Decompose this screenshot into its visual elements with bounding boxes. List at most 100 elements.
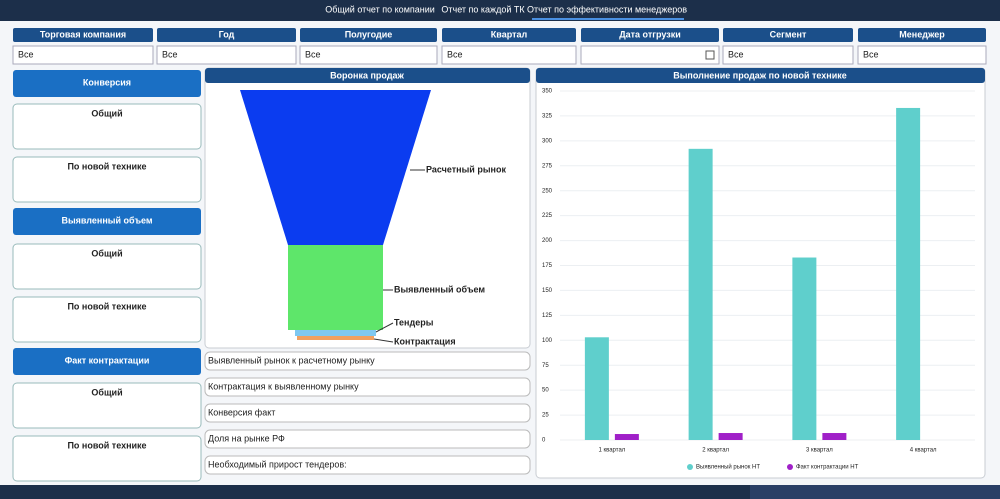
kpi-row: [204, 455, 531, 475]
filter-label: Год: [219, 29, 235, 39]
x-tick-label: 1 квартал: [598, 448, 625, 454]
funnel-leader: [375, 322, 394, 333]
y-tick-label: 325: [542, 114, 553, 120]
card-title: Выявленный объем: [61, 215, 152, 225]
card-header: [13, 348, 201, 375]
calendar-icon: [705, 50, 715, 60]
filter-value: Все: [728, 49, 744, 59]
filter-label: Сегмент: [770, 29, 807, 39]
y-tick-label: 350: [542, 89, 553, 95]
legend-label: Выявленный рынок НТ: [696, 464, 760, 471]
filter-value: Все: [162, 49, 178, 59]
card: [12, 382, 202, 429]
y-tick-label: 150: [542, 288, 553, 294]
bar: [792, 257, 817, 440]
kpi-row: [204, 403, 531, 423]
bar: [584, 337, 609, 440]
filter-label: Менеджер: [899, 29, 945, 39]
nav-tab[interactable]: Отчет по эффективности менеджеров: [527, 4, 687, 14]
y-tick-label: 300: [542, 138, 553, 144]
card-label: Общий: [91, 387, 122, 397]
funnel-label: Расчетный рынок: [426, 164, 506, 174]
kpi-row: [204, 377, 531, 397]
funnel-header: [205, 68, 530, 83]
card: [12, 103, 202, 150]
kpi-label: Доля на рынке РФ: [208, 433, 285, 443]
filter-value: Все: [18, 49, 34, 59]
filter-header: [581, 28, 719, 42]
nav-tab[interactable]: Общий отчет по компании: [325, 4, 435, 14]
filter-box[interactable]: [722, 45, 854, 65]
filter-label: Дата отгрузки: [619, 29, 681, 39]
funnel-label: Контрактация: [394, 336, 456, 346]
filter-box[interactable]: [156, 45, 297, 65]
y-tick-label: 225: [542, 213, 553, 219]
funnel-title: Воронка продаж: [330, 70, 404, 80]
filter-header: [723, 28, 853, 42]
filter-header: [300, 28, 437, 42]
x-tick-label: 2 квартал: [702, 448, 729, 454]
y-tick-label: 50: [542, 388, 549, 394]
filter-box[interactable]: [441, 45, 577, 65]
funnel-stage: [240, 90, 431, 245]
bar: [688, 148, 713, 440]
funnel-label: Выявленный объем: [394, 284, 485, 294]
legend-marker: [687, 464, 693, 470]
y-tick-label: 0: [542, 438, 546, 444]
top-nav: [0, 0, 1000, 21]
kpi-label: Выявленный рынок к расчетному рынку: [208, 355, 375, 365]
filter-box[interactable]: [299, 45, 438, 65]
card-header: [13, 70, 201, 97]
bar: [614, 434, 639, 440]
card-label: Общий: [91, 248, 122, 258]
bottom-band-part: [750, 485, 1000, 499]
filter-header: [13, 28, 153, 42]
chart-header: [536, 68, 985, 83]
legend-label: Факт контрактации НТ: [796, 465, 859, 471]
card-title: Факт контрактации: [65, 355, 150, 365]
filter-label: Торговая компания: [40, 29, 126, 39]
kpi-label: Конверсия факт: [208, 407, 275, 417]
x-tick-label: 3 квартал: [806, 448, 833, 454]
funnel-stage: [288, 245, 383, 330]
filter-label: Квартал: [491, 29, 528, 39]
nav-tab[interactable]: Отчет по каждой ТК: [441, 4, 525, 14]
y-tick-label: 25: [542, 413, 549, 419]
chart-title: Выполнение продаж по новой технике: [673, 70, 847, 80]
card-label: По новой технике: [67, 161, 146, 171]
kpi-row: [204, 429, 531, 449]
filter-header: [157, 28, 296, 42]
kpi-label: Контрактация к выявленному рынку: [208, 381, 359, 391]
filter-value: Все: [305, 49, 321, 59]
filter-label: Полугодие: [345, 29, 393, 39]
card-title: Конверсия: [83, 77, 131, 87]
filter-value: Все: [447, 49, 463, 59]
filter-header: [858, 28, 986, 42]
card: [12, 243, 202, 290]
legend-marker: [787, 464, 793, 470]
bar: [896, 107, 921, 441]
y-tick-label: 100: [542, 338, 553, 344]
card-header: [13, 208, 201, 235]
filter-box[interactable]: [580, 45, 720, 65]
bar: [822, 433, 847, 440]
y-tick-label: 125: [542, 313, 553, 319]
funnel-stage: [297, 336, 374, 340]
filter-box[interactable]: [857, 45, 987, 65]
y-tick-label: 200: [542, 238, 553, 244]
funnel-leader: [373, 338, 394, 343]
card-label: По новой технике: [67, 440, 146, 450]
funnel-stage: [295, 330, 376, 336]
kpi-label: Необходимый прирост тендеров:: [208, 459, 347, 469]
y-tick-label: 175: [542, 263, 553, 269]
y-tick-label: 75: [542, 363, 549, 369]
bar: [718, 433, 743, 440]
filter-value: Все: [863, 49, 879, 59]
card: [12, 435, 202, 482]
filter-box[interactable]: [12, 45, 154, 65]
kpi-row: [204, 351, 531, 371]
y-tick-label: 250: [542, 188, 553, 194]
card: [12, 296, 202, 343]
funnel-label: Тендеры: [394, 317, 434, 327]
